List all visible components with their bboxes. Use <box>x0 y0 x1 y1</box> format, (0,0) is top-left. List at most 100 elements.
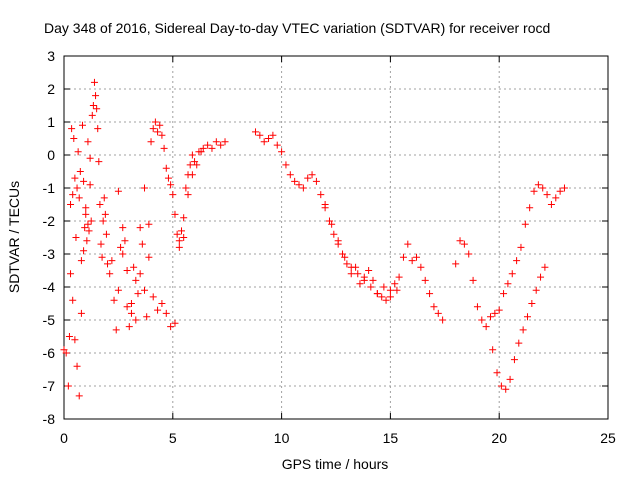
data-point <box>413 253 421 261</box>
data-point <box>526 204 534 212</box>
y-tick-label: -2 <box>43 213 56 229</box>
data-point <box>114 286 122 294</box>
data-point <box>119 224 127 232</box>
data-point <box>408 257 416 265</box>
data-point <box>556 187 564 195</box>
data-point <box>523 313 531 321</box>
data-point <box>365 267 373 274</box>
data-point <box>273 141 281 149</box>
data-point <box>184 191 192 199</box>
data-point <box>110 296 118 304</box>
data-point <box>173 230 181 238</box>
data-point <box>510 356 518 364</box>
data-point <box>278 148 286 156</box>
data-point <box>162 309 170 317</box>
data-point <box>197 148 205 156</box>
data-point <box>539 184 547 192</box>
data-point <box>330 230 338 238</box>
data-point <box>70 135 78 142</box>
data-point <box>506 375 514 383</box>
data-point <box>175 243 183 251</box>
data-point <box>84 220 92 228</box>
data-point <box>138 240 146 248</box>
y-tick-label: -6 <box>43 345 56 361</box>
data-point <box>149 125 157 133</box>
y-tick-label: -1 <box>43 180 56 196</box>
data-point <box>158 300 166 307</box>
data-point <box>89 102 97 109</box>
data-point <box>547 201 555 208</box>
data-point <box>100 194 108 202</box>
x-tick-label: 15 <box>383 430 399 446</box>
data-point <box>515 339 523 347</box>
data-point <box>260 138 268 146</box>
data-point <box>347 270 355 278</box>
data-point <box>75 194 83 202</box>
data-point <box>178 227 186 235</box>
data-point <box>393 286 401 294</box>
data-point <box>356 280 364 288</box>
data-point <box>341 253 349 261</box>
data-point <box>73 362 81 370</box>
data-point <box>295 181 303 189</box>
data-point <box>160 144 168 152</box>
data-point <box>304 174 312 182</box>
data-point <box>175 237 183 245</box>
data-point <box>256 131 264 139</box>
data-point <box>80 247 88 255</box>
data-point <box>534 181 542 189</box>
y-tick-label: 0 <box>47 147 55 163</box>
data-point <box>500 290 508 298</box>
data-point <box>391 280 399 288</box>
data-point <box>123 267 131 274</box>
data-point <box>74 148 82 156</box>
data-point <box>519 326 527 334</box>
data-point <box>399 253 407 261</box>
y-tick-label: -4 <box>43 279 56 295</box>
data-point <box>169 191 177 199</box>
data-point <box>90 78 98 86</box>
data-point <box>439 316 447 324</box>
data-point <box>117 243 125 251</box>
data-point <box>62 349 70 357</box>
data-point <box>521 220 529 228</box>
data-point <box>67 270 75 278</box>
data-point <box>121 237 129 245</box>
data-point <box>308 171 316 179</box>
data-point <box>130 263 138 271</box>
data-point <box>367 283 375 291</box>
data-point <box>251 128 259 136</box>
data-point <box>491 309 499 317</box>
data-point <box>77 257 85 265</box>
data-point <box>380 283 388 291</box>
data-point <box>167 323 175 331</box>
data-point <box>465 250 473 258</box>
data-point <box>68 125 76 133</box>
data-point <box>64 382 72 390</box>
data-point <box>180 234 188 241</box>
data-point <box>502 385 510 393</box>
data-point <box>486 313 494 321</box>
data-point <box>127 300 135 307</box>
data-point <box>426 290 434 298</box>
data-point <box>67 201 75 208</box>
data-point <box>182 184 190 192</box>
data-point <box>164 174 172 182</box>
data-point <box>386 286 394 294</box>
data-point <box>430 303 438 311</box>
x-tick-label: 25 <box>600 430 616 446</box>
data-point <box>180 214 188 222</box>
data-point <box>78 121 86 129</box>
data-point <box>537 273 545 281</box>
data-point <box>286 171 294 179</box>
data-point <box>65 333 73 340</box>
data-point <box>84 138 92 146</box>
data-point <box>93 105 101 113</box>
data-point <box>99 217 107 225</box>
plot-frame <box>63 55 609 420</box>
y-tick-label: -5 <box>43 312 56 328</box>
data-point <box>317 191 325 199</box>
data-point <box>386 293 394 301</box>
data-point <box>395 273 403 281</box>
